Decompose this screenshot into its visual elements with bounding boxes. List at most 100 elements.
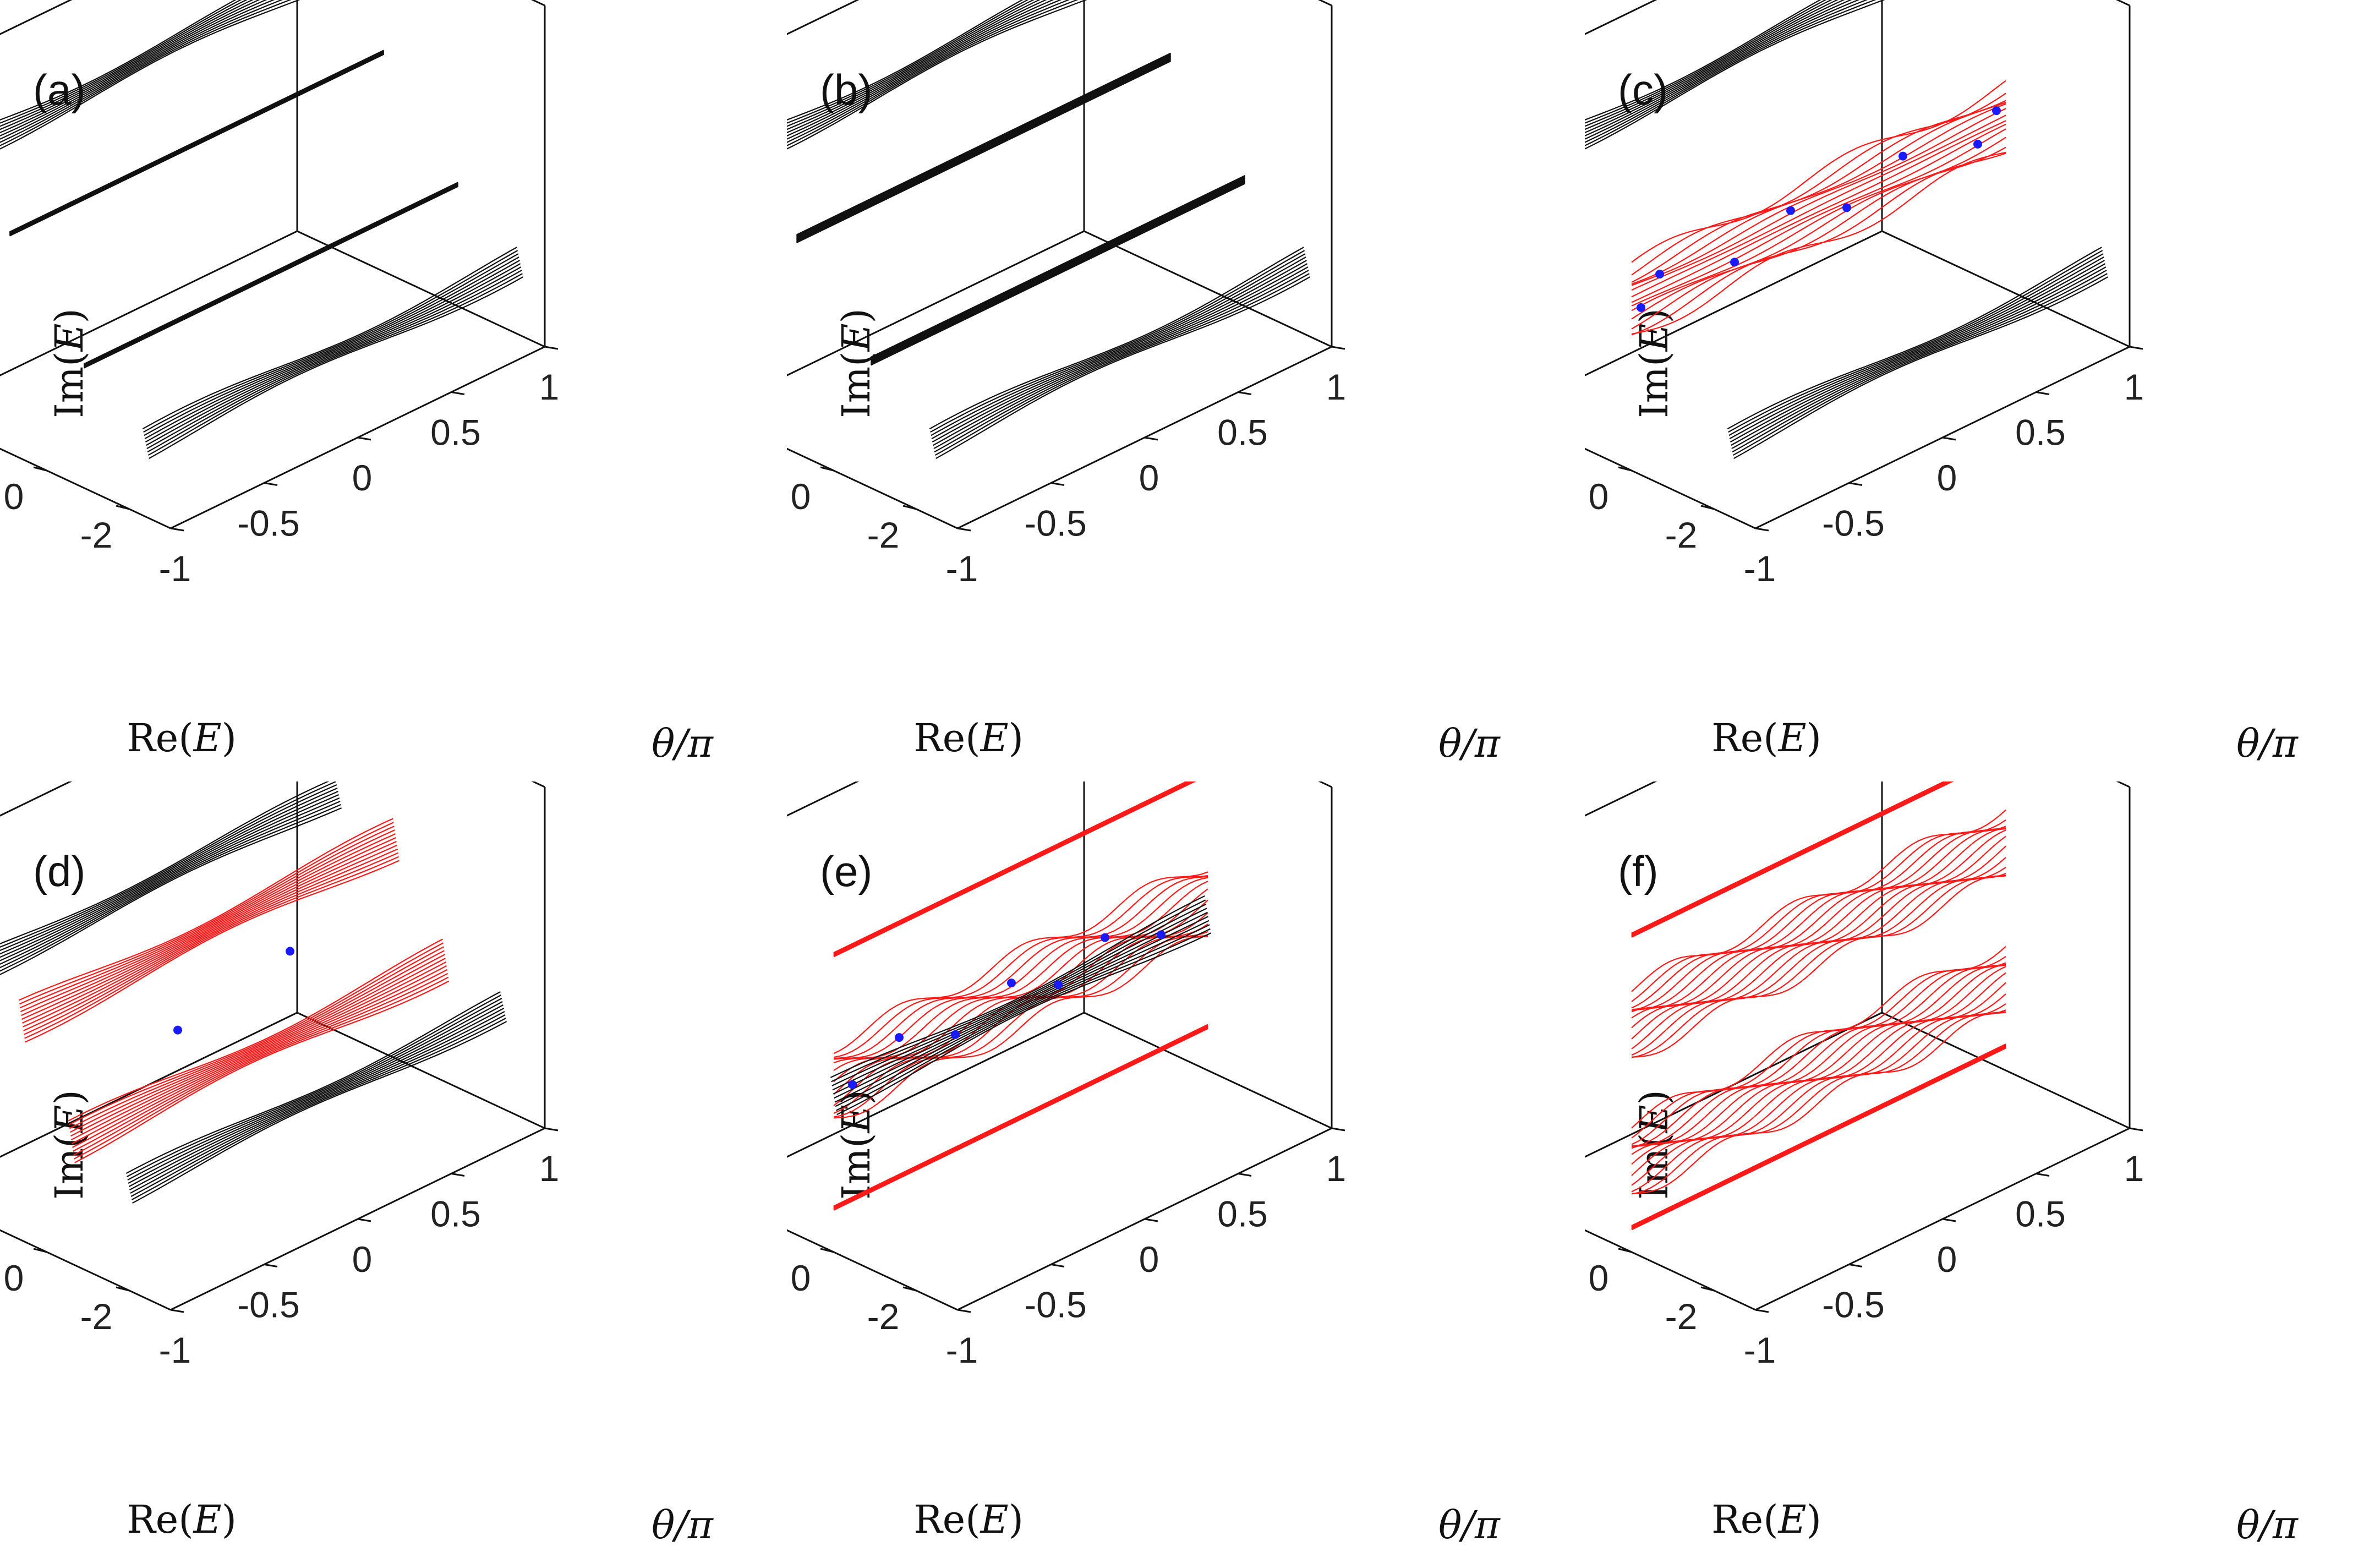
x-tick-mark [902, 505, 917, 510]
band-curve [142, 247, 517, 430]
band-0 [0, 0, 300, 150]
band-curve [144, 256, 519, 440]
band-curve [834, 916, 1209, 1099]
band-curve [0, 782, 330, 944]
x-tick-mark [33, 466, 47, 472]
y-tick-label: 1 [1326, 367, 1347, 407]
band-2 [870, 175, 1246, 366]
band-curve [935, 276, 1311, 460]
x-tick-mark [1700, 1286, 1715, 1292]
y-tick-mark [2129, 346, 2143, 350]
band-0 [1585, 0, 1885, 150]
box-edge-top-back [1585, 782, 1657, 817]
band-curve [125, 991, 501, 1174]
band-curve [0, 787, 338, 955]
exceptional-point [1157, 930, 1166, 939]
band-curve [0, 0, 267, 137]
exceptional-point [286, 947, 294, 956]
z-axis-label: Im(E) [47, 308, 92, 418]
band-curve [1631, 1012, 2006, 1195]
band-curve [144, 253, 519, 436]
y-tick-label: 0 [1139, 457, 1159, 498]
band-curve [934, 273, 1310, 456]
band-curve [1728, 253, 2104, 436]
band-curve [1631, 1011, 2006, 1194]
y-axis-label: θ/π [1438, 1502, 1501, 1548]
x-tick-label: -2 [867, 515, 900, 555]
band-curve [1731, 263, 2106, 446]
band-curve [787, 0, 1070, 143]
band-curve [831, 899, 1206, 1083]
x-tick-label: -2 [80, 1296, 113, 1337]
band-curve [145, 260, 520, 443]
band-curve [1631, 782, 1954, 938]
x-tick-mark [820, 1248, 834, 1253]
band-curve [68, 942, 444, 1125]
band-curve [796, 59, 1172, 243]
y-tick-label: 0.5 [2015, 1194, 2066, 1234]
x-tick-mark [820, 466, 834, 472]
band-curve [18, 818, 393, 1001]
band-curve [1631, 100, 2006, 283]
band-curve [24, 856, 400, 1039]
x-tick-label: -2 [1665, 1296, 1698, 1337]
y-axis-label: θ/π [2236, 721, 2299, 766]
y-tick-label: 0 [1937, 457, 1957, 498]
y-tick-label: 0.5 [430, 1194, 481, 1234]
band-curve [796, 58, 1172, 242]
exceptional-point [1786, 206, 1795, 215]
box-edge-floor-left [787, 1012, 1085, 1158]
band-curve [74, 980, 450, 1163]
band-curve [833, 888, 1208, 1072]
band-3 [142, 247, 524, 460]
band-curve [0, 807, 342, 975]
band-curve [835, 928, 1211, 1111]
x-tick-label: -2 [80, 515, 113, 555]
y-tick-mark [357, 436, 371, 441]
band-curve [833, 876, 1208, 1059]
band-curve [70, 954, 446, 1137]
band-3 [833, 1024, 1208, 1211]
y-tick-mark [264, 482, 278, 486]
band-curve [1631, 80, 2006, 263]
band-curve [19, 826, 395, 1009]
band-curve [1727, 247, 2102, 430]
band-curve [74, 976, 449, 1160]
band-curve [0, 790, 338, 958]
y-tick-label: 0.5 [1217, 412, 1268, 453]
x-axis-label: Re(E) [1711, 715, 1821, 761]
band-1 [833, 871, 1208, 1119]
x-axis-label: Re(E) [913, 715, 1024, 761]
exceptional-point [1898, 151, 1907, 161]
band-curve [1585, 0, 1868, 143]
band-curve [1631, 962, 2006, 1145]
band-curve [1631, 835, 2006, 1019]
band-curve [68, 938, 443, 1122]
y-tick-mark [170, 1309, 184, 1313]
exceptional-point [1007, 979, 1016, 988]
y-tick-label: 1 [539, 1148, 560, 1189]
band-curve [833, 782, 1189, 954]
x-tick-label: 0 [4, 1258, 24, 1298]
band-curve [870, 181, 1246, 364]
band-curve [1631, 782, 1948, 935]
band-curve [929, 247, 1304, 430]
y-tick-mark [544, 346, 559, 350]
band-2 [830, 895, 1212, 1116]
band-curve [1631, 829, 2006, 1013]
box-edge-top-right [531, 0, 545, 7]
band-0 [787, 0, 1087, 150]
panel-label: (e) [820, 847, 872, 895]
band-curve [833, 782, 1196, 958]
exceptional-point [1973, 139, 1982, 149]
band-curve [833, 877, 1208, 1060]
band-1 [1631, 80, 2006, 336]
y-tick-mark [2036, 391, 2050, 395]
band-2 [83, 182, 459, 369]
y-axis-label: θ/π [652, 1502, 714, 1548]
band-curve [71, 961, 447, 1144]
band-3 [125, 991, 507, 1204]
